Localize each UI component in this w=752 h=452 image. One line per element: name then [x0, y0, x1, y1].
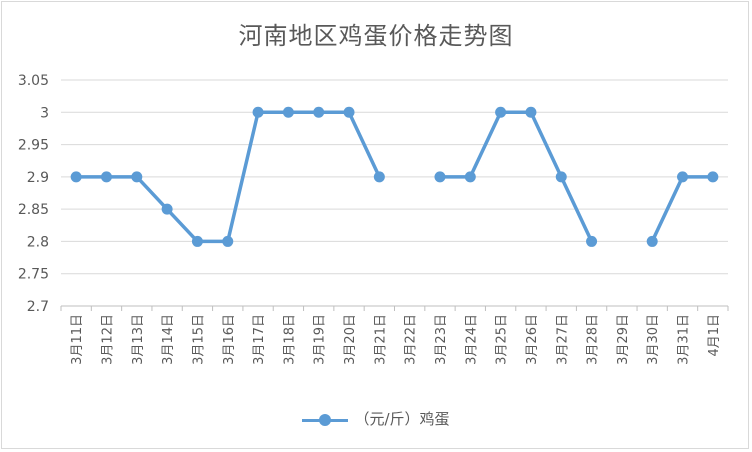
- x-tick-label: 3月29日: [616, 314, 631, 365]
- data-point: [646, 235, 658, 247]
- x-tick-label: 3月13日: [131, 314, 146, 365]
- data-point: [343, 106, 355, 118]
- x-tick-label: 3月24日: [464, 314, 479, 365]
- data-point: [495, 106, 507, 118]
- y-tick-label: 3.05: [18, 73, 49, 89]
- data-point: [525, 106, 537, 118]
- legend-label: （元/斤）鸡蛋: [354, 410, 450, 428]
- y-tick-label: 2.75: [18, 267, 49, 283]
- legend-swatch: [302, 413, 349, 427]
- x-tick-label: 3月23日: [434, 314, 449, 365]
- data-point: [131, 171, 143, 183]
- legend: （元/斤）鸡蛋: [0, 408, 752, 429]
- x-tick-label: 4月1日: [707, 314, 722, 357]
- x-tick-label: 3月19日: [313, 314, 328, 365]
- data-point: [313, 106, 325, 118]
- y-tick-label: 2.95: [18, 138, 49, 154]
- x-tick-label: 3月18日: [282, 314, 297, 365]
- chart-title: 河南地区鸡蛋价格走势图: [238, 22, 514, 50]
- data-point: [100, 171, 112, 183]
- x-tick-label: 3月17日: [252, 314, 267, 365]
- data-point: [586, 235, 598, 247]
- data-point: [677, 171, 689, 183]
- data-point: [252, 106, 264, 118]
- x-tick-label: 3月21日: [373, 314, 388, 365]
- y-tick-label: 2.8: [27, 234, 49, 250]
- x-tick-label: 3月31日: [677, 314, 692, 365]
- x-tick-label: 3月22日: [404, 314, 419, 365]
- y-tick-label: 3: [40, 105, 49, 121]
- data-point: [191, 235, 203, 247]
- x-tick-label: 3月15日: [191, 314, 206, 365]
- data-point: [373, 171, 385, 183]
- data-point: [222, 235, 234, 247]
- x-tick-label: 3月12日: [100, 314, 115, 365]
- y-tick-label: 2.85: [18, 202, 49, 218]
- data-point: [161, 203, 173, 215]
- data-point: [282, 106, 294, 118]
- data-point: [464, 171, 476, 183]
- y-tick-label: 2.7: [27, 299, 49, 315]
- data-point: [434, 171, 446, 183]
- x-tick-label: 3月27日: [555, 314, 570, 365]
- x-tick-label: 3月30日: [646, 314, 661, 365]
- x-tick-label: 3月14日: [161, 314, 176, 365]
- data-point: [555, 171, 567, 183]
- data-point: [70, 171, 82, 183]
- x-tick-label: 3月16日: [222, 314, 237, 365]
- x-tick-label: 3月26日: [525, 314, 540, 365]
- y-tick-label: 2.9: [27, 170, 49, 186]
- data-point: [707, 171, 719, 183]
- x-tick-label: 3月20日: [343, 314, 358, 365]
- x-tick-label: 3月25日: [495, 314, 510, 365]
- x-tick-label: 3月11日: [70, 314, 85, 365]
- x-tick-label: 3月28日: [586, 314, 601, 365]
